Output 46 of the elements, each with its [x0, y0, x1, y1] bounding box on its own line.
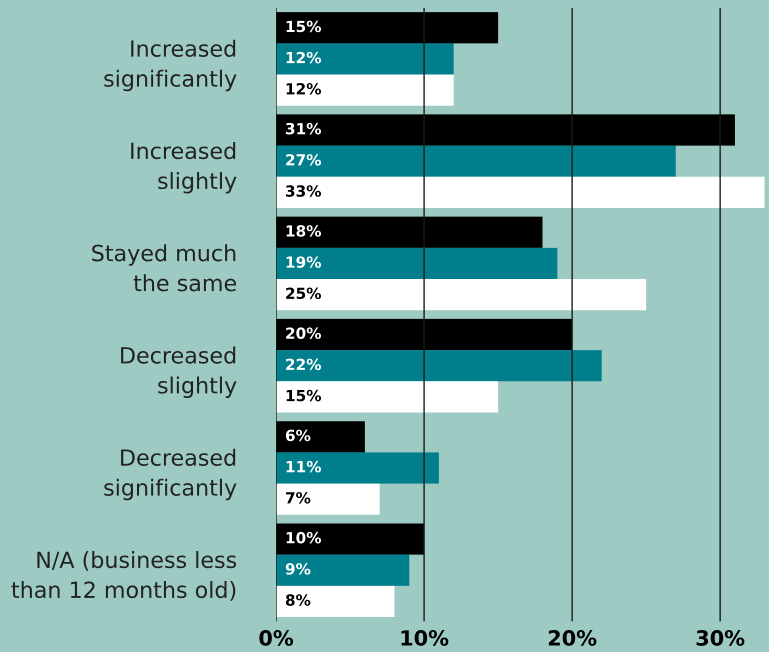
- y-tick-label: Increased slightly: [131, 142, 237, 194]
- bar: [276, 176, 765, 208]
- x-tick-label: 20%: [548, 630, 596, 646]
- data-label: 19%: [286, 256, 322, 268]
- data-label: 8%: [286, 594, 310, 606]
- data-label: 6%: [286, 430, 310, 442]
- data-label: 20%: [286, 327, 322, 339]
- data-label: 15%: [286, 390, 322, 402]
- bar: [276, 318, 572, 350]
- bar: [276, 484, 380, 515]
- x-tick-label: 10%: [402, 630, 448, 646]
- bar: [276, 114, 735, 146]
- bar: [276, 523, 424, 555]
- data-label: 12%: [286, 83, 322, 95]
- bar: [276, 381, 498, 412]
- bar: [276, 586, 394, 618]
- y-tick-label: Increased significantly: [104, 40, 237, 92]
- bar: [276, 350, 602, 382]
- x-tick-label: 0%: [259, 630, 294, 646]
- bar: [276, 554, 410, 586]
- data-label: 25%: [286, 288, 322, 300]
- data-label: 10%: [286, 532, 322, 544]
- bar: [276, 74, 454, 106]
- bar: [276, 216, 543, 248]
- bar: [276, 279, 646, 310]
- y-tick-label: Decreased slightly: [121, 346, 237, 398]
- x-tick-label: 30%: [696, 630, 744, 646]
- data-label: 12%: [286, 52, 322, 64]
- bar: [276, 146, 676, 177]
- data-label: 33%: [286, 185, 322, 197]
- data-label: 22%: [286, 358, 322, 370]
- data-label: 11%: [286, 460, 322, 472]
- data-label: 7%: [286, 492, 310, 504]
- bar: [276, 12, 498, 44]
- data-label: 9%: [286, 563, 310, 575]
- data-label: 15%: [286, 20, 322, 32]
- data-label: 18%: [286, 225, 322, 237]
- bar: [276, 452, 439, 484]
- data-label: 31%: [286, 122, 322, 134]
- y-tick-label: Decreased significantly: [104, 448, 237, 500]
- y-tick-label: Stayed much the same: [92, 244, 236, 292]
- bar: [276, 43, 454, 75]
- bar: [276, 248, 558, 280]
- data-label: 27%: [286, 154, 322, 166]
- y-tick-label: N/A (business less than 12 months old): [12, 551, 236, 601]
- bar: [276, 421, 365, 452]
